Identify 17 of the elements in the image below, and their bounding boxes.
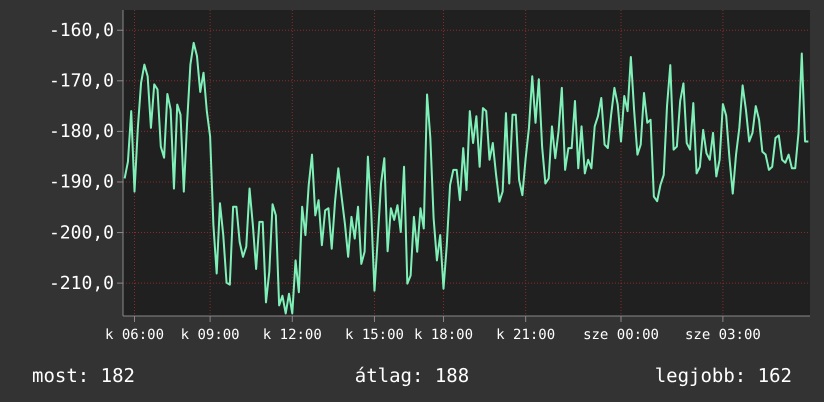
x-tick-label: k 06:00 <box>104 327 164 343</box>
y-tick-label: -180,0 <box>48 121 114 142</box>
x-tick-label: k 21:00 <box>496 327 556 343</box>
x-tick-label: k 12:00 <box>262 327 322 343</box>
x-tick-label: k 18:00 <box>414 327 473 343</box>
y-tick-label: -200,0 <box>48 222 114 244</box>
text: átlag: 188 <box>354 365 470 387</box>
text: most: 182 <box>32 365 135 387</box>
y-tick-label: -190,0 <box>48 172 114 193</box>
x-tick-label: k 09:00 <box>180 327 240 343</box>
x-tick-label: k 15:00 <box>344 327 404 343</box>
y-tick-label: -160,0 <box>48 20 114 41</box>
x-tick-label: sze 03:00 <box>684 327 761 343</box>
y-tick-label: -170,0 <box>48 70 114 92</box>
x-tick-label: sze 00:00 <box>583 327 659 343</box>
text: legjobb: 162 <box>654 365 792 387</box>
y-tick-label: -210,0 <box>48 272 114 294</box>
